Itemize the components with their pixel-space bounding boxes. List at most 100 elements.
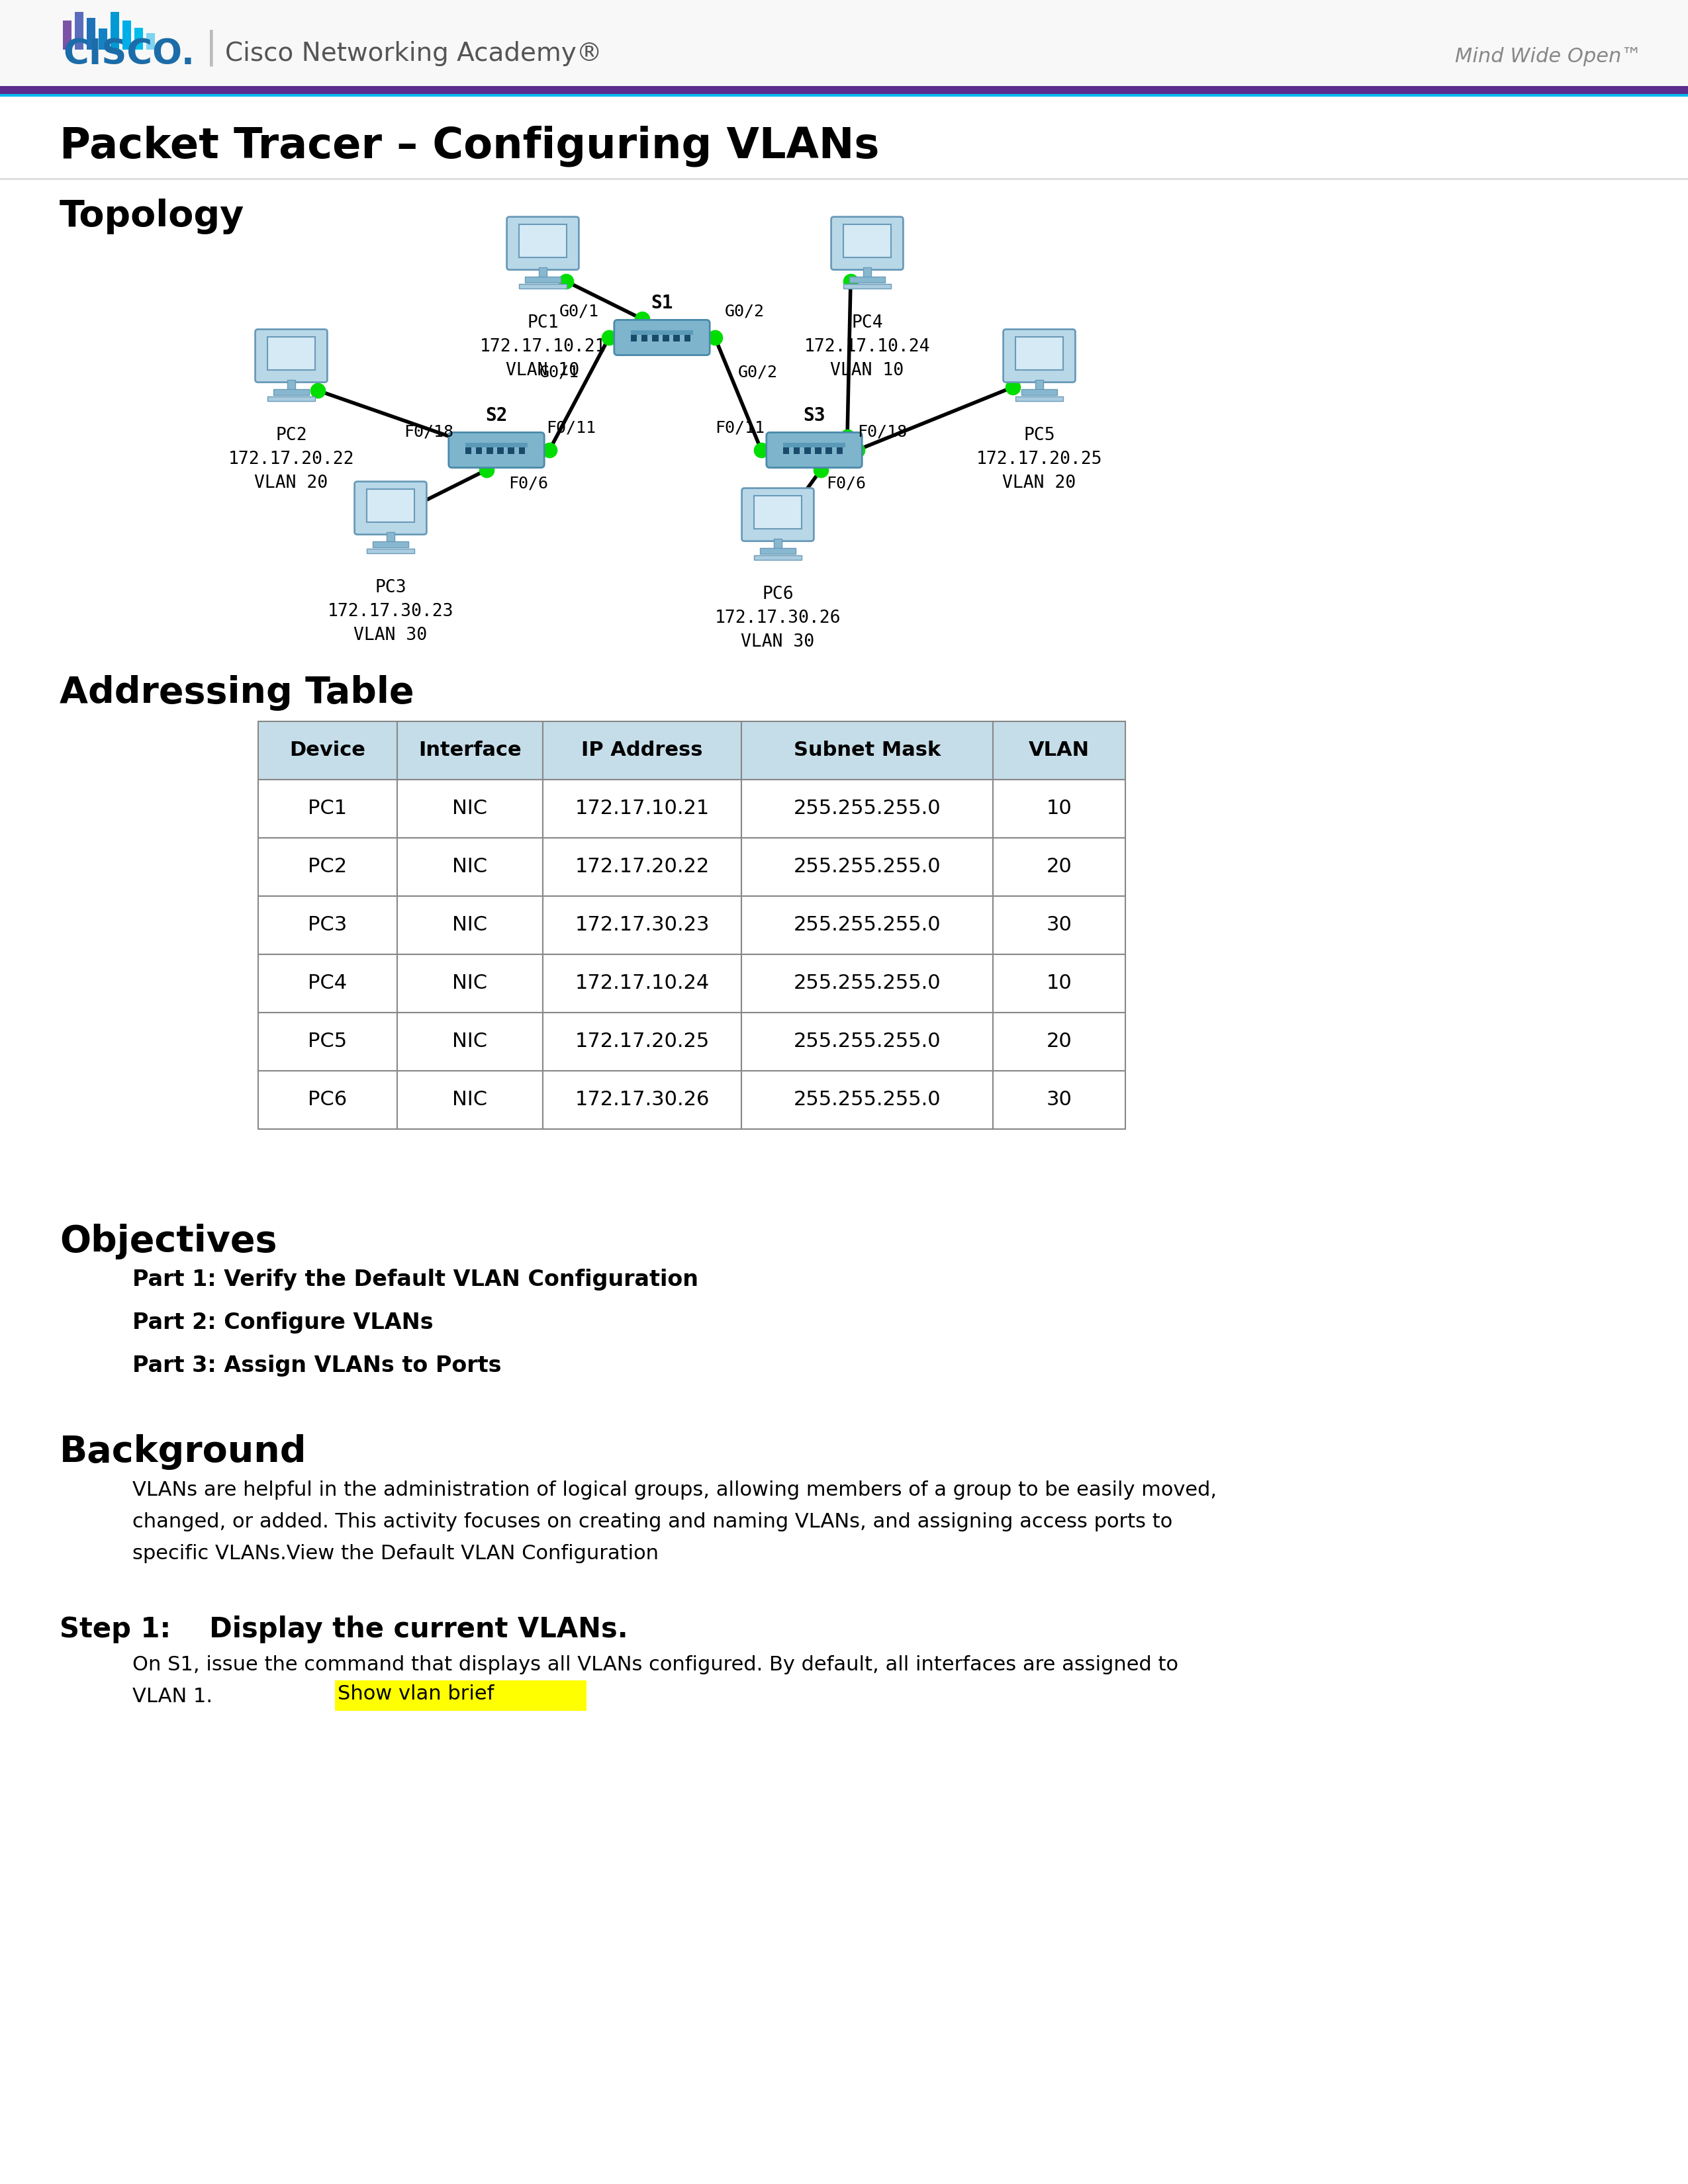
- Bar: [258, 1013, 397, 1070]
- FancyBboxPatch shape: [1003, 330, 1075, 382]
- Text: |: |: [206, 28, 218, 66]
- Text: VLAN: VLAN: [1028, 740, 1089, 760]
- Text: Part 3: Assign VLANs to Ports: Part 3: Assign VLANs to Ports: [132, 1354, 501, 1376]
- Bar: [755, 555, 802, 559]
- Text: NIC: NIC: [452, 915, 488, 935]
- Bar: [0, 0, 1688, 85]
- Bar: [844, 284, 891, 288]
- FancyBboxPatch shape: [449, 432, 544, 467]
- Text: Part 1: Verify the Default VLAN Configuration: Part 1: Verify the Default VLAN Configur…: [132, 1269, 699, 1291]
- Bar: [544, 721, 741, 780]
- Text: G0/1: G0/1: [540, 365, 579, 380]
- Bar: [466, 443, 528, 448]
- Bar: [486, 443, 493, 454]
- Bar: [518, 225, 567, 258]
- Text: VLANs are helpful in the administration of logical groups, allowing members of a: VLANs are helpful in the administration …: [132, 1481, 1217, 1500]
- Text: 255.255.255.0: 255.255.255.0: [793, 915, 940, 935]
- Text: PC6: PC6: [761, 585, 793, 603]
- Bar: [775, 539, 782, 548]
- Bar: [993, 839, 1126, 895]
- Bar: [993, 780, 1126, 839]
- Bar: [755, 496, 802, 529]
- Text: PC4: PC4: [309, 974, 348, 994]
- FancyBboxPatch shape: [830, 216, 903, 271]
- Bar: [258, 954, 397, 1013]
- Text: changed, or added. This activity focuses on creating and naming VLANs, and assig: changed, or added. This activity focuses…: [132, 1511, 1173, 1531]
- Bar: [1016, 336, 1063, 369]
- Text: 20: 20: [1047, 1033, 1072, 1051]
- Bar: [518, 284, 567, 288]
- Bar: [287, 380, 295, 391]
- Text: Background: Background: [59, 1435, 307, 1470]
- Bar: [397, 954, 544, 1013]
- Bar: [741, 839, 993, 895]
- Bar: [498, 443, 503, 454]
- Text: S3: S3: [803, 406, 825, 426]
- Text: F0/18: F0/18: [858, 424, 906, 441]
- Text: 30: 30: [1047, 915, 1072, 935]
- Text: 172.17.20.22: 172.17.20.22: [228, 450, 354, 467]
- Text: 255.255.255.0: 255.255.255.0: [793, 1033, 940, 1051]
- Text: Device: Device: [290, 740, 366, 760]
- FancyBboxPatch shape: [741, 489, 814, 542]
- Bar: [397, 780, 544, 839]
- Bar: [641, 332, 648, 343]
- Text: 172.17.30.26: 172.17.30.26: [714, 609, 841, 627]
- Text: PC3: PC3: [307, 915, 348, 935]
- Text: VLAN 30: VLAN 30: [741, 633, 815, 651]
- Text: PC1: PC1: [309, 799, 348, 819]
- Text: VLAN 20: VLAN 20: [1003, 474, 1075, 491]
- Bar: [110, 11, 120, 50]
- Text: VLAN 20: VLAN 20: [255, 474, 327, 491]
- Bar: [815, 443, 822, 454]
- Bar: [741, 721, 993, 780]
- Bar: [123, 20, 132, 50]
- Text: 172.17.30.23: 172.17.30.23: [327, 603, 454, 620]
- Bar: [741, 895, 993, 954]
- Bar: [684, 332, 690, 343]
- Text: G0/2: G0/2: [724, 304, 765, 319]
- Bar: [544, 780, 741, 839]
- Bar: [518, 443, 525, 454]
- Text: PC1: PC1: [527, 314, 559, 332]
- FancyBboxPatch shape: [506, 216, 579, 271]
- Text: PC4: PC4: [851, 314, 883, 332]
- Bar: [397, 895, 544, 954]
- Bar: [258, 1070, 397, 1129]
- Text: VLAN 10: VLAN 10: [506, 363, 579, 380]
- Text: 255.255.255.0: 255.255.255.0: [793, 858, 940, 876]
- Bar: [674, 332, 680, 343]
- Text: 20: 20: [1047, 858, 1072, 876]
- Text: Addressing Table: Addressing Table: [59, 675, 414, 710]
- Bar: [147, 33, 155, 50]
- Text: Part 2: Configure VLANs: Part 2: Configure VLANs: [132, 1313, 434, 1334]
- Text: 255.255.255.0: 255.255.255.0: [793, 799, 940, 819]
- Text: 10: 10: [1047, 799, 1072, 819]
- Bar: [397, 1070, 544, 1129]
- Bar: [741, 780, 993, 839]
- Text: Packet Tracer – Configuring VLANs: Packet Tracer – Configuring VLANs: [59, 127, 879, 168]
- Text: 255.255.255.0: 255.255.255.0: [793, 1090, 940, 1109]
- Text: S1: S1: [652, 295, 674, 312]
- Bar: [631, 330, 694, 334]
- Text: CISCO.: CISCO.: [62, 37, 194, 72]
- Bar: [760, 548, 797, 555]
- Text: Mind Wide Open™: Mind Wide Open™: [1455, 48, 1642, 66]
- Text: NIC: NIC: [452, 974, 488, 994]
- Bar: [631, 332, 636, 343]
- Bar: [993, 1013, 1126, 1070]
- Text: 172.17.10.24: 172.17.10.24: [803, 339, 930, 356]
- Bar: [258, 721, 397, 780]
- Text: VLAN 30: VLAN 30: [354, 627, 427, 644]
- Bar: [525, 277, 560, 282]
- Bar: [741, 954, 993, 1013]
- Bar: [366, 548, 414, 553]
- Text: G0/1: G0/1: [559, 304, 599, 319]
- Bar: [258, 895, 397, 954]
- Text: PC2: PC2: [275, 426, 307, 443]
- Bar: [476, 443, 483, 454]
- Bar: [98, 28, 108, 50]
- Bar: [783, 443, 846, 448]
- Bar: [397, 1013, 544, 1070]
- Bar: [544, 839, 741, 895]
